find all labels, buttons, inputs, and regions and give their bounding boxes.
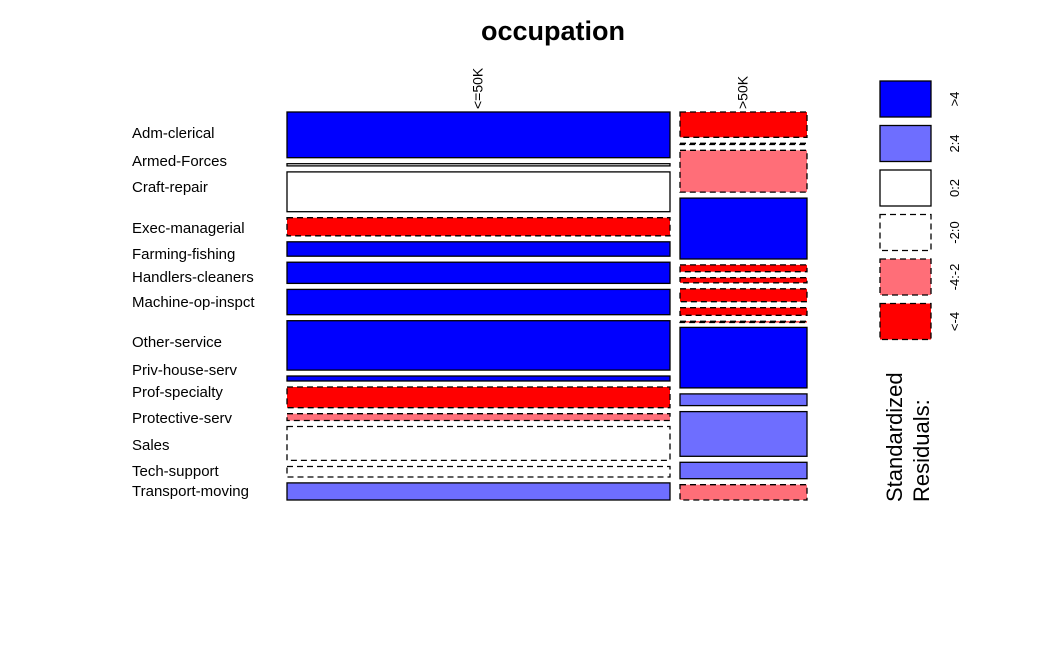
tile-transport-moving-le50k <box>286 482 671 501</box>
tile-protective-serv-gt50k <box>679 393 808 407</box>
column-labels: <=50K >50K <box>470 67 751 109</box>
column-label-le50k: <=50K <box>470 67 486 109</box>
tile-tech-support-le50k <box>286 465 671 478</box>
tile-prof-specialty-le50k <box>286 386 671 409</box>
row-label-handlers-cleaners: Handlers-cleaners <box>132 269 254 286</box>
legend-label-gt4: >4 <box>947 92 962 107</box>
legend-label-lt-4: <-4 <box>947 312 962 331</box>
legend-title-line-2: Residuals: <box>909 399 934 502</box>
row-label-machine-op-inspct: Machine-op-inspct <box>132 294 255 311</box>
row-label-farming-fishing: Farming-fishing <box>132 246 235 263</box>
chart-title: occupation <box>481 16 625 46</box>
tile-handlers-cleaners-gt50k <box>679 277 808 284</box>
tile-craft-repair-gt50k <box>679 149 808 193</box>
tile-armed-forces-le50k <box>286 163 671 167</box>
row-label-sales: Sales <box>132 437 170 454</box>
tile-armed-forces-gt50k <box>679 142 808 146</box>
legend-label--2-0: -2:0 <box>947 221 962 243</box>
tile-adm-clerical-le50k <box>286 111 671 159</box>
legend-label-0-2: 0:2 <box>947 179 962 197</box>
tile-tech-support-gt50k <box>679 461 808 480</box>
tile-transport-moving-gt50k <box>679 484 808 501</box>
legend-swatch--4-2 <box>879 258 932 296</box>
tile-exec-managerial-le50k <box>286 217 671 237</box>
legend: >4 2:4 0:2 -2:0 -4:-2 <-4 <box>879 80 962 341</box>
legend-swatch-2-4 <box>879 124 932 163</box>
row-label-priv-house-serv: Priv-house-serv <box>132 362 238 379</box>
legend-swatch-0-2 <box>879 169 932 207</box>
tile-farming-fishing-gt50k <box>679 264 808 273</box>
legend-label--4-2: -4:-2 <box>947 264 962 291</box>
row-label-exec-managerial: Exec-managerial <box>132 220 245 237</box>
legend-swatch-gt4 <box>879 80 932 118</box>
tile-craft-repair-le50k <box>286 171 671 213</box>
column-label-gt50k: >50K <box>735 75 751 109</box>
tile-sales-gt50k <box>679 410 808 457</box>
legend-swatch-lt-4 <box>879 302 932 341</box>
tile-prof-specialty-gt50k <box>679 326 808 389</box>
tile-priv-house-serv-le50k <box>286 375 671 382</box>
legend-label-2-4: 2:4 <box>947 134 962 152</box>
tile-sales-le50k <box>286 425 671 462</box>
tile-machine-op-inspct-gt50k <box>679 288 808 303</box>
tile-priv-house-serv-gt50k <box>679 320 808 324</box>
legend-title-line-1: Standardized <box>882 372 907 502</box>
row-label-craft-repair: Craft-repair <box>132 179 208 196</box>
row-label-protective-serv: Protective-serv <box>132 410 233 427</box>
tile-protective-serv-le50k <box>286 413 671 422</box>
tile-farming-fishing-le50k <box>286 241 671 257</box>
row-label-other-service: Other-service <box>132 334 222 351</box>
row-label-adm-clerical: Adm-clerical <box>132 125 215 142</box>
legend-swatch--2-0 <box>879 213 932 252</box>
tile-adm-clerical-gt50k <box>679 111 808 138</box>
row-labels: Adm-clerical Armed-Forces Craft-repair Exec… <box>132 125 255 500</box>
mosaic-tiles <box>286 111 808 501</box>
tile-machine-op-inspct-le50k <box>286 288 671 316</box>
row-label-prof-specialty: Prof-specialty <box>132 384 223 401</box>
row-label-transport-moving: Transport-moving <box>132 483 249 500</box>
tile-other-service-gt50k <box>679 307 808 316</box>
tile-handlers-cleaners-le50k <box>286 261 671 285</box>
row-label-armed-forces: Armed-Forces <box>132 153 227 170</box>
row-label-tech-support: Tech-support <box>132 463 220 480</box>
tile-exec-managerial-gt50k <box>679 197 808 260</box>
tile-other-service-le50k <box>286 320 671 371</box>
